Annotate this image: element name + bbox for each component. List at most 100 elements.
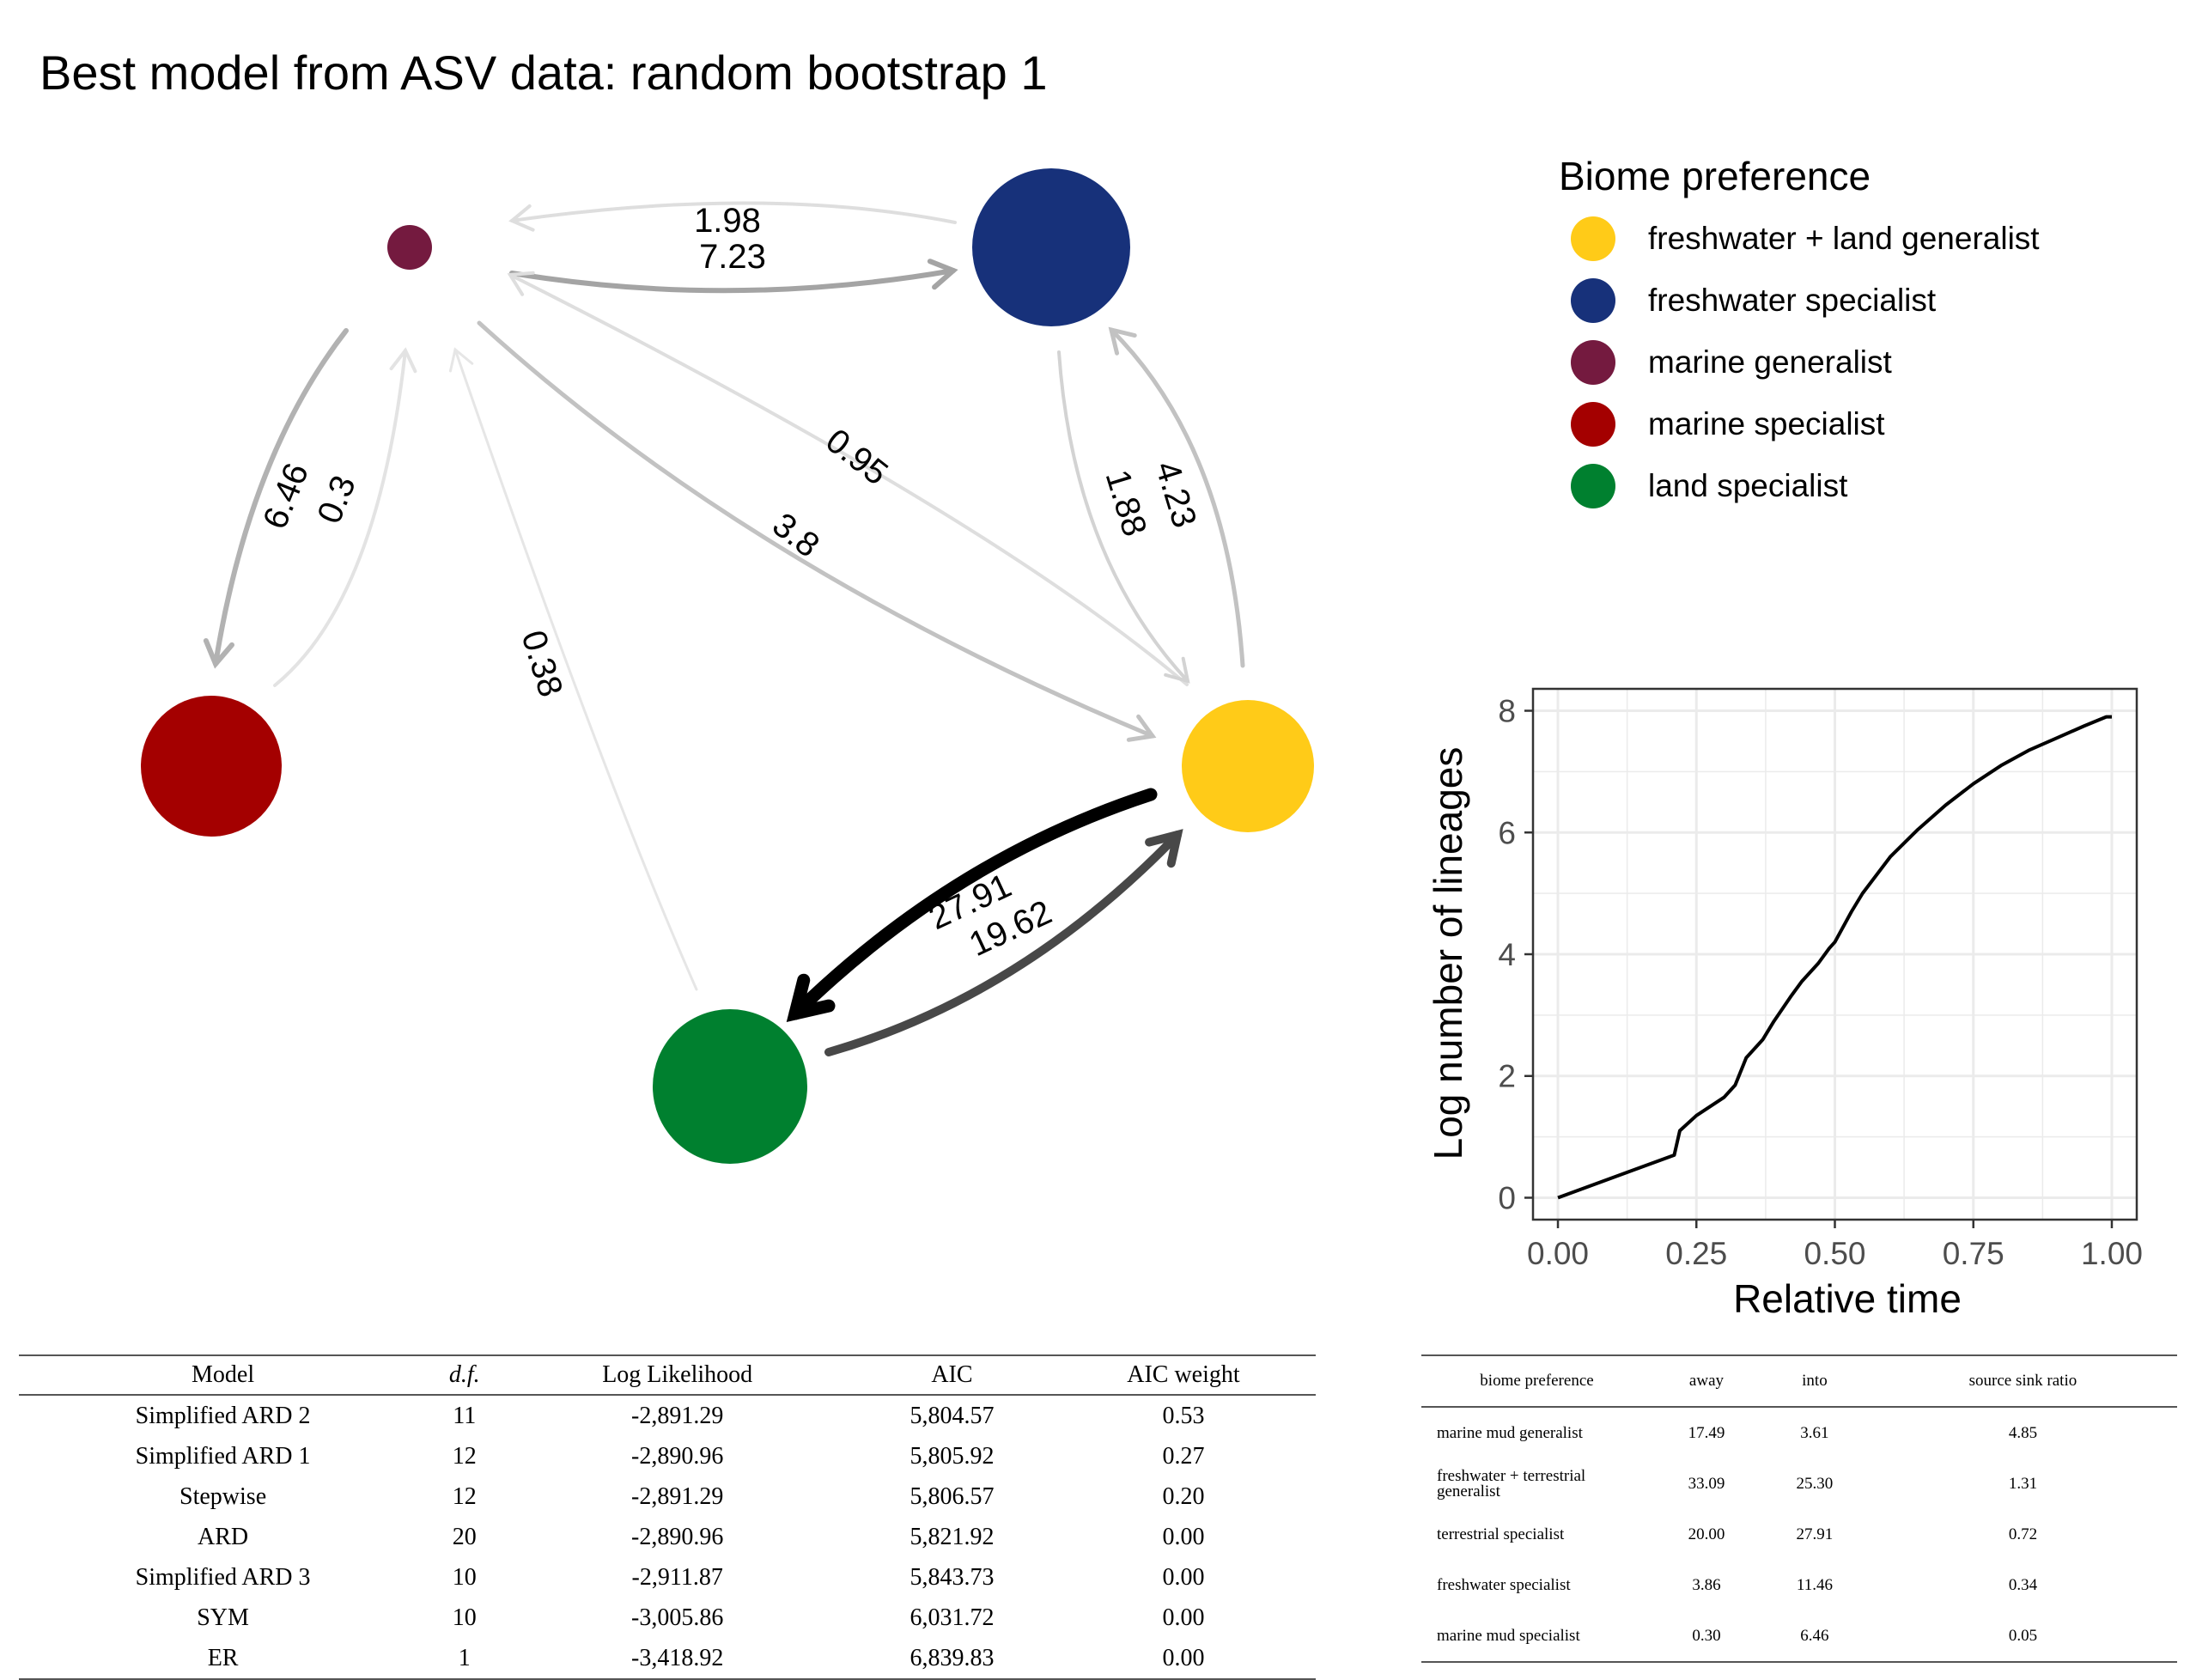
arrowhead [448, 347, 474, 373]
arrowhead [927, 259, 958, 290]
arrowhead [1145, 829, 1183, 868]
x-axis-label: Relative time [1733, 1276, 1962, 1321]
edge-ls-to-fl [824, 831, 1182, 1056]
table-cell: 5,805.92 [909, 1442, 995, 1470]
edge-ms-to-mg [273, 349, 407, 687]
table-cell: marine mud specialist [1437, 1626, 1580, 1645]
x-tick-label: 1.00 [2081, 1236, 2143, 1271]
table-cell: 0.00 [1162, 1604, 1205, 1631]
node-ls [653, 1009, 807, 1164]
table-cell: 25.30 [1796, 1474, 1834, 1493]
arrowhead [1164, 656, 1190, 684]
legend-item-land-specialist: land specialist [1559, 455, 2040, 517]
legend-item-marine-generalist: marine generalist [1559, 332, 2040, 393]
edge-fl-to-ls [788, 788, 1158, 1020]
table-cell: terrestrial specialist [1437, 1525, 1565, 1543]
table-cell: 0.30 [1692, 1626, 1721, 1645]
node-fl [1182, 700, 1314, 832]
col-header-df: d.f. [427, 1355, 502, 1396]
table-cell: -3,005.86 [631, 1604, 724, 1631]
col-header-into: into [1760, 1355, 1869, 1408]
table-cell: marine mud generalist [1437, 1423, 1583, 1442]
table-cell: 5,843.73 [909, 1563, 995, 1591]
edge-rate-label: 0.38 [514, 626, 570, 701]
table-cell: 6,031.72 [909, 1604, 995, 1631]
table-cell: -2,891.29 [631, 1482, 724, 1510]
edge-mg-to-fl [477, 320, 1155, 739]
legend-title: Biome preference [1559, 154, 1871, 198]
table-cell: 20 [452, 1523, 477, 1550]
table-row: freshwater specialist 3.86 11.46 0.34 [1421, 1560, 2177, 1610]
arrowhead [203, 638, 235, 669]
arrowhead [1108, 326, 1137, 356]
table-cell: SYM [197, 1604, 249, 1631]
table-row: Simplified ARD 1 12 -2,890.96 5,805.92 0.27 [19, 1436, 1316, 1476]
arrowhead [1126, 714, 1157, 742]
node-mg [387, 225, 432, 270]
y-tick-label: 0 [1498, 1180, 1516, 1215]
table-cell: 0.20 [1162, 1482, 1205, 1510]
y-axis-label: Log number of lineages [1426, 747, 1470, 1160]
table-cell: 0.05 [2008, 1626, 2038, 1645]
table-header-row: Model d.f. Log Likelihood AIC AIC weight [19, 1355, 1316, 1396]
col-header-ratio: source sink ratio [1868, 1355, 2177, 1408]
table-cell: 33.09 [1688, 1474, 1725, 1493]
table-row: freshwater + terrestrial generalist 33.09… [1421, 1458, 2177, 1509]
legend: Biome preference freshwater + land gener… [1559, 153, 2040, 517]
y-tick-label: 2 [1498, 1059, 1516, 1094]
table-cell: -2,911.87 [631, 1563, 723, 1591]
node-ms [141, 696, 282, 837]
arrowhead [507, 271, 535, 296]
table-cell: 0.00 [1162, 1644, 1205, 1671]
table-cell: 10 [452, 1563, 477, 1591]
edge-rate-label: 0.3 [310, 471, 363, 529]
table-cell: ARD [198, 1523, 249, 1550]
table-row: Stepwise 12 -2,891.29 5,806.57 0.20 [19, 1476, 1316, 1517]
col-header-biome: biome preference [1421, 1355, 1652, 1408]
edge-rate-label: 4.23 [1148, 457, 1204, 532]
table-cell: 5,804.57 [909, 1402, 995, 1429]
arrowhead [389, 347, 417, 374]
table-cell: 6,839.83 [909, 1644, 995, 1671]
legend-item-marine-specialist: marine specialist [1559, 393, 2040, 455]
table-cell: -2,890.96 [631, 1442, 724, 1470]
col-header-aic: AIC [853, 1355, 1051, 1396]
legend-swatch [1571, 278, 1615, 323]
y-tick-label: 6 [1498, 815, 1516, 850]
table-cell: 10 [452, 1604, 477, 1631]
col-header-model: Model [19, 1355, 428, 1396]
table-cell: 1 [458, 1644, 471, 1671]
table-row: marine mud specialist 0.30 6.46 0.05 [1421, 1610, 2177, 1662]
legend-item-fw-specialist: freshwater specialist [1559, 270, 2040, 332]
table-cell: -3,418.92 [631, 1644, 724, 1671]
arrowhead [786, 973, 836, 1023]
edge-rate-label: 7.23 [699, 238, 766, 276]
figure-title: Best model from ASV data: random bootstr… [40, 46, 1048, 100]
table-cell: 0.34 [2008, 1575, 2038, 1594]
table-cell: 0.00 [1162, 1563, 1205, 1591]
table-cell: 3.61 [1800, 1423, 1829, 1442]
edge-mg-to-fs [509, 268, 956, 294]
edge-rate-label: 3.8 [765, 506, 826, 565]
source-sink-table: biome preference away into source sink r… [1421, 1354, 2177, 1663]
y-tick-label: 4 [1498, 937, 1516, 972]
legend-swatch [1571, 340, 1615, 385]
table-row: SYM 10 -3,005.86 6,031.72 0.00 [19, 1598, 1316, 1638]
edge-rate-label: 0.95 [818, 422, 894, 493]
table-cell: Stepwise [179, 1482, 267, 1510]
edge-fl-to-mg [508, 273, 1189, 686]
arrowhead [508, 204, 535, 232]
edge-fl-to-fs [1109, 327, 1245, 668]
legend-label: freshwater + land generalist [1648, 221, 2040, 256]
legend-item-fw-land-generalist: freshwater + land generalist [1559, 208, 2040, 270]
table-cell: 4.85 [2008, 1423, 2038, 1442]
table-cell: Simplified ARD 2 [135, 1402, 311, 1429]
table-cell: Simplified ARD 1 [135, 1442, 311, 1470]
table-row: ER 1 -3,418.92 6,839.83 0.00 [19, 1638, 1316, 1679]
table-cell: 6.46 [1800, 1626, 1829, 1645]
table-cell: 5,821.92 [909, 1523, 995, 1550]
table-cell: 0.27 [1162, 1442, 1205, 1470]
table-cell: 20.00 [1688, 1525, 1725, 1543]
table-cell: 1.31 [2008, 1474, 2038, 1493]
